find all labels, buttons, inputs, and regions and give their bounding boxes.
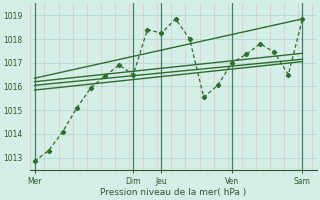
X-axis label: Pression niveau de la mer( hPa ): Pression niveau de la mer( hPa ) bbox=[100, 188, 247, 197]
